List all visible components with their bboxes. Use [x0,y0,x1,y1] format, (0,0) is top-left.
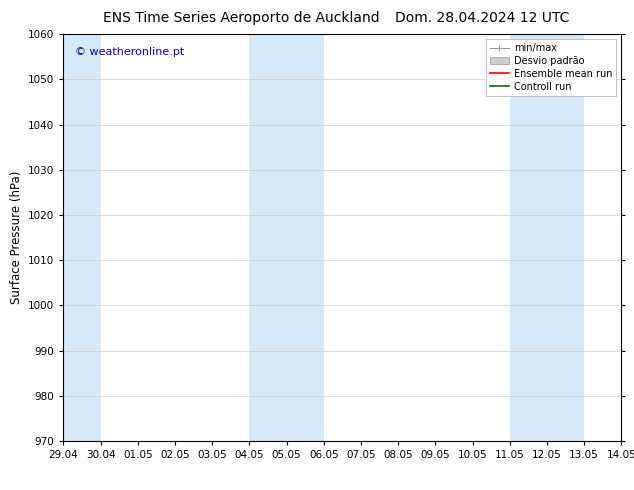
Text: © weatheronline.pt: © weatheronline.pt [75,47,184,56]
Bar [510,34,584,441]
Text: Dom. 28.04.2024 12 UTC: Dom. 28.04.2024 12 UTC [394,11,569,25]
Legend: min/max, Desvio padrão, Ensemble mean run, Controll run: min/max, Desvio padrão, Ensemble mean ru… [486,39,616,96]
Bar [249,34,324,441]
Bar [63,34,101,441]
Y-axis label: Surface Pressure (hPa): Surface Pressure (hPa) [10,171,23,304]
Text: ENS Time Series Aeroporto de Auckland: ENS Time Series Aeroporto de Auckland [103,11,379,25]
